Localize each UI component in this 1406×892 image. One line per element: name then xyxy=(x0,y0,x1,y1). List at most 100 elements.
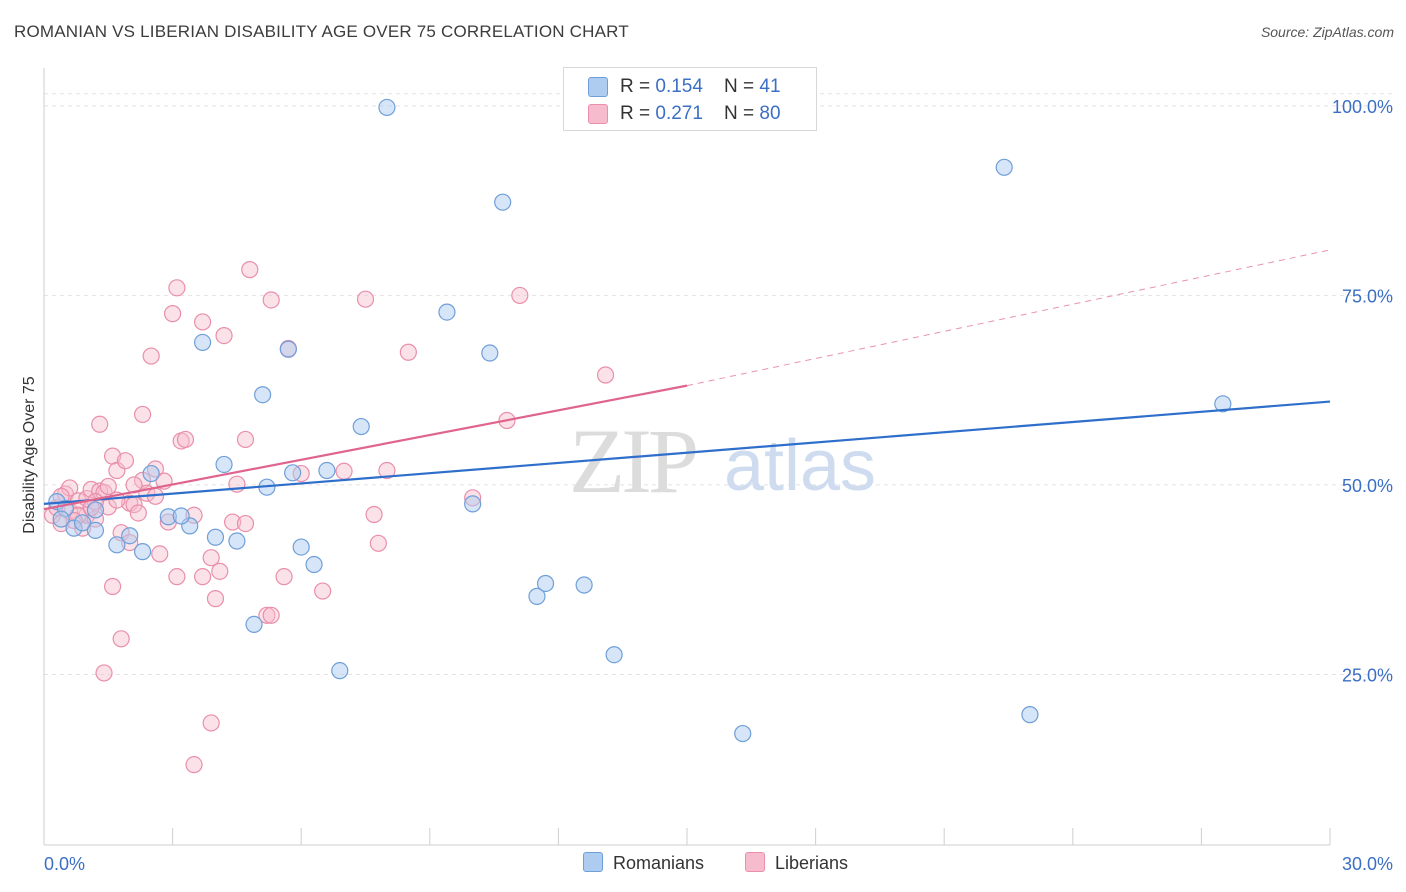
y-tick-label: 100.0% xyxy=(1332,97,1393,117)
romanians-point xyxy=(254,386,272,404)
romanians-point xyxy=(605,646,623,664)
legend-item-liberians[interactable]: Liberians xyxy=(745,852,848,874)
liberians-point xyxy=(511,286,529,305)
romanians-point xyxy=(86,501,105,519)
liberians-point xyxy=(164,305,182,323)
romanians-point xyxy=(378,98,396,117)
legend-label-liberians: Liberians xyxy=(775,853,849,873)
romanians-point xyxy=(194,333,212,352)
romanians-point xyxy=(228,532,246,550)
chart-title: ROMANIAN VS LIBERIAN DISABILITY AGE OVER… xyxy=(14,22,629,41)
liberians-point xyxy=(185,756,203,774)
romanians-n-label: N = xyxy=(724,76,760,97)
liberians-point xyxy=(262,606,280,624)
x-tick-label-max: 30.0% xyxy=(1342,854,1393,874)
romanians-point xyxy=(1214,395,1232,413)
romanians-n-value: 41 xyxy=(759,76,781,97)
y-axis-label: Disability Age Over 75 xyxy=(21,376,38,534)
liberians-point xyxy=(142,347,160,365)
romanians-r-label: R = xyxy=(620,76,656,97)
romanians-point xyxy=(995,158,1013,176)
romanians-trend-line xyxy=(43,400,1331,505)
romanians-point xyxy=(86,521,105,540)
liberians-point xyxy=(206,590,225,608)
liberians-point xyxy=(399,343,417,361)
liberians-point xyxy=(112,630,130,648)
liberians-point xyxy=(314,582,332,600)
liberians-point xyxy=(236,430,255,449)
liberians-point xyxy=(176,430,195,449)
liberians-point xyxy=(91,415,109,433)
legend-label-romanians: Romanians xyxy=(613,853,705,873)
liberians-point xyxy=(151,545,169,563)
romanians-point xyxy=(536,574,555,593)
stats-legend: R = 0.154 N = 41 R = 0.271 N = 80 xyxy=(563,67,817,131)
liberians-point xyxy=(378,461,396,480)
liberians-point xyxy=(596,366,615,384)
liberians-point xyxy=(168,279,186,297)
romanians-point xyxy=(494,193,512,211)
romanians-point xyxy=(438,303,456,321)
liberians-point xyxy=(258,606,276,624)
liberians-point xyxy=(275,568,293,586)
romanians-point xyxy=(245,615,263,634)
romanians-point xyxy=(73,514,92,532)
liberians-point xyxy=(99,477,117,496)
liberians-point xyxy=(211,562,229,580)
liberians-points xyxy=(43,261,615,774)
chart-source: Source: ZipAtlas.com xyxy=(1260,24,1394,40)
liberians-point xyxy=(335,462,353,480)
romanians-point xyxy=(305,555,323,574)
romanians-point xyxy=(331,662,349,680)
romanians-point xyxy=(133,543,152,561)
liberians-point xyxy=(95,664,113,682)
romanians-point xyxy=(279,340,297,358)
romanians-point xyxy=(352,417,370,436)
liberians-trend-extension xyxy=(686,249,1331,387)
liberians-swatch xyxy=(588,104,608,124)
watermark-atlas: atlas xyxy=(724,426,876,506)
liberians-r-value: 0.271 xyxy=(655,103,703,124)
liberians-n-value: 80 xyxy=(759,103,781,124)
legend-swatch-liberians xyxy=(745,852,765,872)
romanians-point xyxy=(318,461,336,480)
legend-swatch-romanians xyxy=(583,852,603,872)
y-tick-label: 50.0% xyxy=(1342,476,1393,496)
romanians-point xyxy=(481,344,499,362)
liberians-trend-line xyxy=(43,384,688,511)
liberians-point xyxy=(365,505,383,524)
liberians-point xyxy=(168,568,186,586)
liberians-point xyxy=(262,291,280,309)
romanians-point xyxy=(464,495,482,513)
trend-lines xyxy=(43,249,1331,511)
series-legend: Romanians Liberians xyxy=(0,852,1406,876)
romanians-point xyxy=(172,507,190,525)
romanians-point xyxy=(52,510,70,528)
romanians-point xyxy=(575,576,593,594)
liberians-point xyxy=(369,534,387,552)
y-tick-label: 75.0% xyxy=(1342,286,1393,306)
romanians-point xyxy=(284,464,302,482)
liberians-point xyxy=(194,568,212,586)
romanians-point xyxy=(734,724,752,743)
romanians-point xyxy=(528,587,546,605)
axes xyxy=(43,68,1331,846)
liberians-point xyxy=(202,549,220,567)
liberians-point xyxy=(236,514,255,533)
romanians-point xyxy=(215,455,233,474)
liberians-point xyxy=(215,326,233,345)
liberians-n-label: N = xyxy=(724,103,760,124)
liberians-point xyxy=(116,452,135,470)
x-tick-label-min: 0.0% xyxy=(44,854,85,874)
romanians-point xyxy=(1021,706,1039,724)
romanians-point xyxy=(206,528,225,546)
liberians-r-label: R = xyxy=(620,103,656,124)
romanians-swatch xyxy=(588,77,608,97)
romanians-r-value: 0.154 xyxy=(655,76,703,97)
legend-item-romanians[interactable]: Romanians xyxy=(583,852,704,874)
liberians-point xyxy=(202,714,220,732)
tick-labels: 25.0% 50.0% 75.0% 100.0% 0.0% 30.0% xyxy=(44,97,1393,874)
romanians-points xyxy=(48,98,1232,743)
liberians-point xyxy=(103,577,122,596)
liberians-point xyxy=(194,313,212,331)
